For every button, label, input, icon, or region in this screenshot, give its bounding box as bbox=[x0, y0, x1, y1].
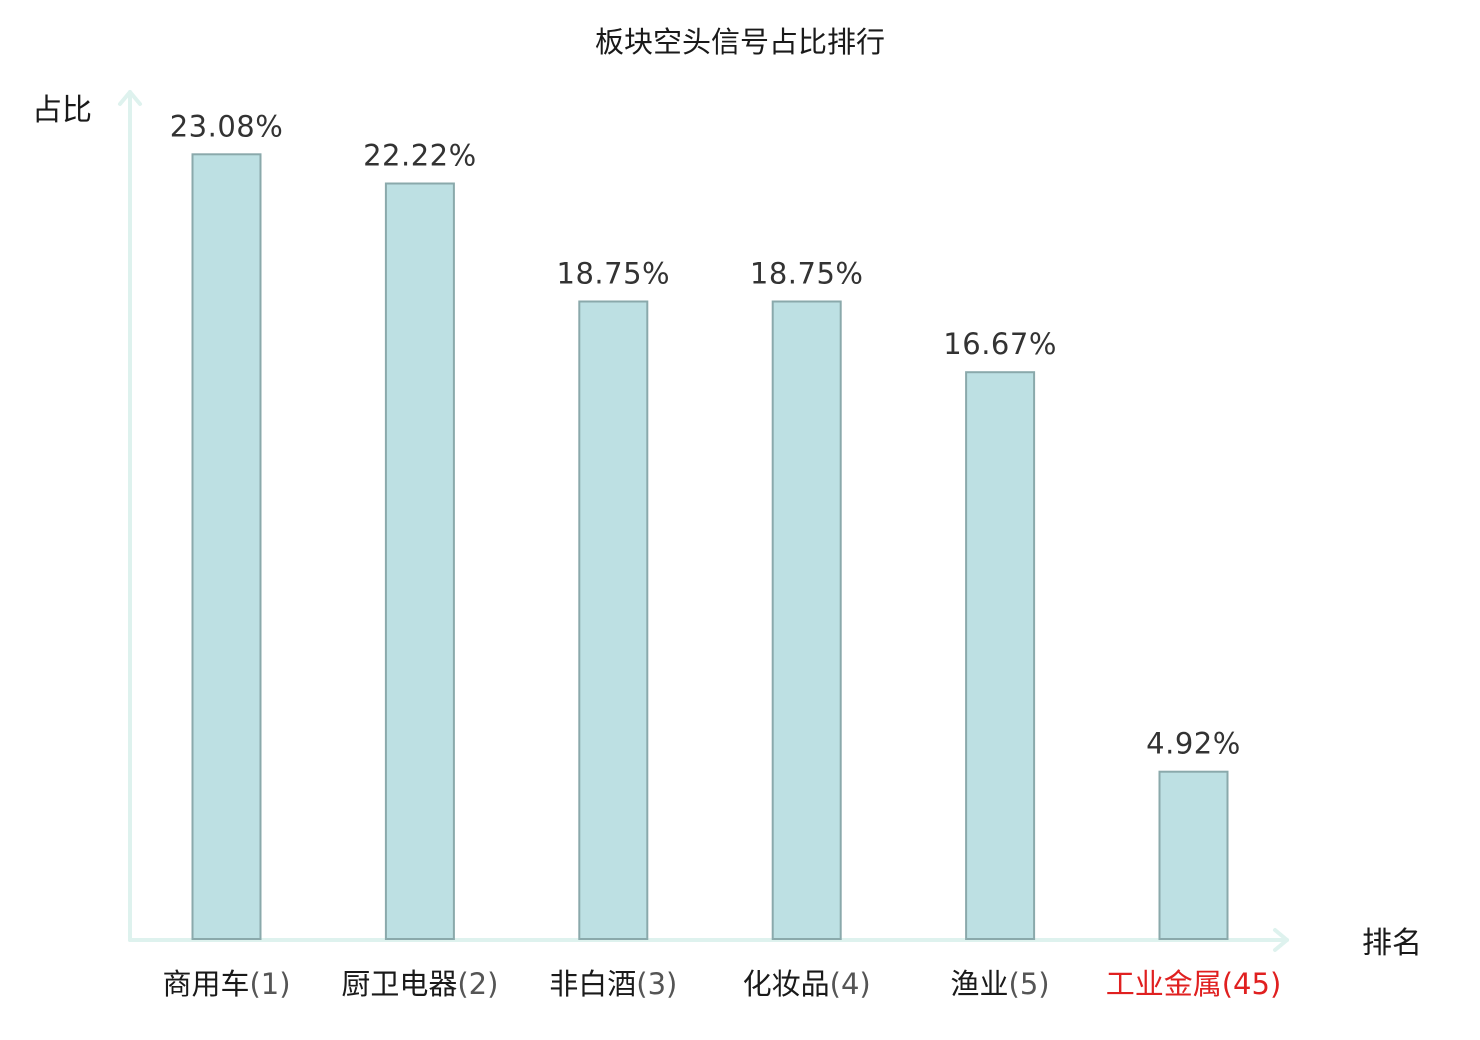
category-tick-label: 化妆品(4) bbox=[743, 967, 871, 1001]
bar-value-label: 23.08% bbox=[170, 109, 284, 143]
category-rank: (1) bbox=[249, 967, 290, 1001]
bar bbox=[965, 371, 1036, 940]
bar-value-label: 4.92% bbox=[1146, 727, 1241, 761]
chart-title: 板块空头信号占比排行 bbox=[595, 25, 885, 59]
category-name: 化妆品 bbox=[743, 967, 830, 1001]
category-tick-label: 工业金属(45) bbox=[1106, 967, 1282, 1001]
category-tick-label: 非白酒(3) bbox=[549, 967, 677, 1001]
value-labels: 23.08% 22.22% 18.75% 18.75% 16.67% 4.92% bbox=[170, 109, 1241, 760]
bar bbox=[384, 182, 455, 940]
x-axis-arrow bbox=[1273, 928, 1289, 952]
bar bbox=[1158, 770, 1229, 941]
category-name: 商用车 bbox=[162, 967, 249, 1001]
y-axis-arrow bbox=[118, 90, 142, 106]
bar bbox=[771, 300, 842, 940]
category-name: 非白酒 bbox=[549, 967, 636, 1001]
category-rank: (3) bbox=[636, 967, 677, 1001]
y-axis-label: 占比 bbox=[32, 93, 92, 128]
bar-value-label: 18.75% bbox=[750, 257, 864, 291]
category-rank: (2) bbox=[457, 967, 498, 1001]
category-tick-label: 厨卫电器(2) bbox=[341, 967, 498, 1001]
bar-value-label: 16.67% bbox=[943, 327, 1057, 361]
bar bbox=[578, 300, 649, 940]
category-rank: (4) bbox=[830, 967, 871, 1001]
category-tick-label: 商用车(1) bbox=[162, 967, 290, 1001]
chart-axes bbox=[118, 90, 1289, 952]
category-name: 渔业 bbox=[951, 967, 1009, 1001]
x-axis-label: 排名 bbox=[1362, 926, 1422, 961]
category-name: 厨卫电器 bbox=[341, 967, 457, 1001]
bar bbox=[191, 153, 262, 941]
category-rank: (45) bbox=[1222, 967, 1282, 1001]
category-rank: (5) bbox=[1009, 967, 1050, 1001]
category-name: 工业金属 bbox=[1106, 967, 1222, 1001]
category-labels: 商用车(1) 厨卫电器(2) 非白酒(3) 化妆品(4) 渔业(5) 工业金属(45) bbox=[162, 967, 1281, 1001]
bar-value-label: 18.75% bbox=[557, 257, 671, 291]
bar-value-label: 22.22% bbox=[363, 139, 477, 173]
bar-series bbox=[191, 153, 1229, 941]
category-tick-label: 渔业(5) bbox=[951, 967, 1050, 1001]
